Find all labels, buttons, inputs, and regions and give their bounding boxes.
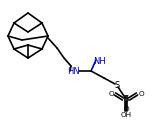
- Text: S: S: [123, 94, 129, 104]
- Text: O: O: [108, 91, 114, 97]
- Text: HN: HN: [68, 67, 80, 76]
- Text: OH: OH: [120, 112, 132, 118]
- Text: NH: NH: [93, 56, 105, 66]
- Text: O: O: [138, 91, 144, 97]
- Text: O: O: [123, 106, 129, 112]
- Text: S: S: [114, 81, 120, 89]
